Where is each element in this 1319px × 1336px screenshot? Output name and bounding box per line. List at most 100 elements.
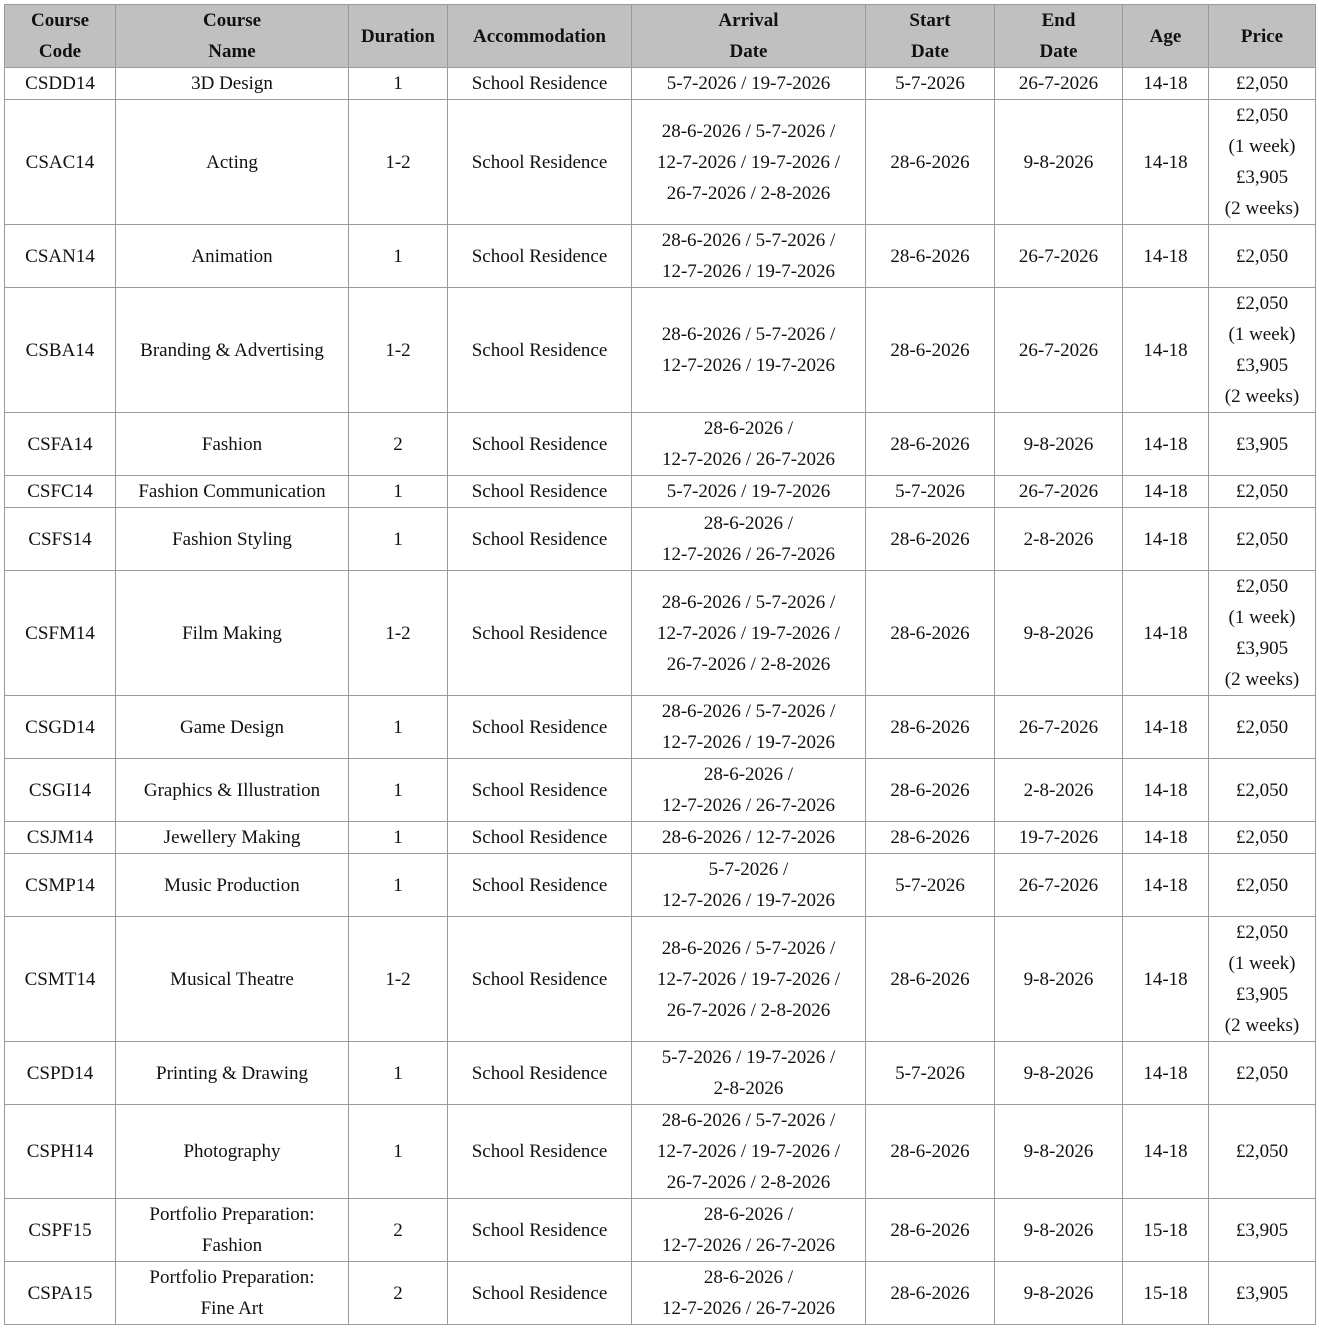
cell-line: 28-6-2026 / 5-7-2026 / (661, 120, 836, 142)
cell-start-date: 5-7-2026 (865, 1041, 995, 1105)
cell-line: 28-6-2026 / 5-7-2026 / (661, 230, 836, 251)
header-start-date: Start Date (865, 4, 995, 68)
header-text: Date (1039, 41, 1078, 62)
cell-line: 5-7-2026 / 19-7-2026 / (661, 1047, 836, 1068)
cell-arrival-date: 28-6-2026 / 5-7-2026 / 12-7-2026 / 19-7-2… (631, 695, 866, 759)
cell-duration: 1 (348, 475, 448, 508)
cell-end-date: 19-7-2026 (994, 821, 1123, 854)
table-row: CSAN14 Animation 1 School Residence 28-6-202… (4, 224, 1316, 288)
cell-line: £2,050 (1235, 874, 1289, 896)
cell-course-code: CSPH14 (4, 1104, 116, 1199)
cell-line: £3,905 (1235, 167, 1289, 188)
cell-price: £2,050 (1208, 1104, 1316, 1199)
cell-price: £2,050 (1208, 67, 1316, 100)
cell-price: £2,050 (1 week) £3,905 (2 weeks) (1208, 570, 1316, 696)
cell-course-name: Film Making (115, 570, 349, 696)
cell-end-date: 2-8-2026 (994, 758, 1123, 822)
cell-start-date: 28-6-2026 (865, 224, 995, 288)
cell-line: £2,050 (1235, 922, 1289, 943)
cell-start-date: 28-6-2026 (865, 287, 995, 413)
cell-course-name: Portfolio Preparation: Fine Art (115, 1261, 349, 1325)
table-row: CSPA15 Portfolio Preparation: Fine Art 2 Sch… (4, 1261, 1316, 1325)
cell-duration: 1-2 (348, 570, 448, 696)
cell-line: 12-7-2026 / 19-7-2026 / (656, 622, 841, 644)
cell-accommodation: School Residence (447, 758, 632, 822)
cell-line: (2 weeks) (1224, 669, 1300, 690)
table-row: CSAC14 Acting 1-2 School Residence 28-6-2026… (4, 99, 1316, 225)
cell-line: Portfolio Preparation: (149, 1204, 315, 1225)
cell-line: Game Design (180, 716, 284, 738)
cell-line: Musical Theatre (170, 968, 294, 990)
cell-accommodation: School Residence (447, 67, 632, 100)
header-text: Date (729, 41, 768, 62)
cell-line: (2 weeks) (1224, 386, 1300, 407)
cell-start-date: 28-6-2026 (865, 507, 995, 571)
cell-line: £2,050 (1235, 481, 1289, 502)
cell-course-code: CSPD14 (4, 1041, 116, 1105)
cell-line: Film Making (182, 622, 282, 644)
cell-accommodation: School Residence (447, 1041, 632, 1105)
cell-course-name: Printing & Drawing (115, 1041, 349, 1105)
cell-duration: 2 (348, 1198, 448, 1262)
cell-course-code: CSFS14 (4, 507, 116, 571)
cell-end-date: 9-8-2026 (994, 1041, 1123, 1105)
cell-duration: 1 (348, 224, 448, 288)
table-row: CSFS14 Fashion Styling 1 School Residence 28… (4, 507, 1316, 571)
cell-line: Fashion (201, 1235, 263, 1256)
cell-line: 28-6-2026 / 12-7-2026 (661, 827, 836, 848)
cell-age: 14-18 (1122, 821, 1209, 854)
cell-end-date: 26-7-2026 (994, 853, 1123, 917)
header-duration: Duration (348, 4, 448, 68)
cell-end-date: 9-8-2026 (994, 412, 1123, 476)
cell-start-date: 28-6-2026 (865, 1261, 995, 1325)
cell-end-date: 9-8-2026 (994, 1104, 1123, 1199)
cell-start-date: 28-6-2026 (865, 99, 995, 225)
cell-line: 2-8-2026 (713, 1078, 784, 1099)
cell-line: 5-7-2026 / (708, 859, 789, 880)
cell-line: Fine Art (200, 1298, 264, 1319)
cell-line: Branding & Advertising (140, 339, 324, 361)
table-row: CSPH14 Photography 1 School Residence 28-6-2… (4, 1104, 1316, 1199)
cell-age: 14-18 (1122, 412, 1209, 476)
cell-age: 14-18 (1122, 853, 1209, 917)
cell-accommodation: School Residence (447, 853, 632, 917)
cell-line: Fashion Communication (138, 481, 326, 502)
table-row: CSFA14 Fashion 2 School Residence 28-6-2026 … (4, 412, 1316, 476)
cell-line: 12-7-2026 / 19-7-2026 (661, 890, 836, 911)
table-row: CSJM14 Jewellery Making 1 School Residence 2… (4, 821, 1316, 854)
cell-line: 28-6-2026 / (703, 764, 794, 785)
cell-line: 28-6-2026 / (703, 513, 794, 534)
cell-end-date: 9-8-2026 (994, 1198, 1123, 1262)
cell-course-name: Fashion Styling (115, 507, 349, 571)
cell-line: £2,050 (1235, 716, 1289, 738)
cell-course-name: Game Design (115, 695, 349, 759)
cell-accommodation: School Residence (447, 695, 632, 759)
cell-price: £2,050 (1208, 475, 1316, 508)
cell-line: 26-7-2026 / 2-8-2026 (666, 653, 831, 675)
cell-line: (2 weeks) (1224, 1015, 1300, 1036)
cell-duration: 1 (348, 695, 448, 759)
cell-course-name: Fashion Communication (115, 475, 349, 508)
cell-line: Acting (206, 151, 258, 173)
cell-price: £2,050 (1 week) £3,905 (2 weeks) (1208, 916, 1316, 1042)
header-age: Age (1122, 4, 1209, 68)
cell-line: £2,050 (1235, 73, 1289, 94)
cell-line: 12-7-2026 / 19-7-2026 (661, 261, 836, 282)
cell-arrival-date: 28-6-2026 / 5-7-2026 / 12-7-2026 / 19-7-2… (631, 916, 866, 1042)
cell-line: 12-7-2026 / 19-7-2026 (661, 732, 836, 753)
cell-line: 26-7-2026 / 2-8-2026 (666, 999, 831, 1021)
table-row: CSFM14 Film Making 1-2 School Residence 28-6… (4, 570, 1316, 696)
cell-price: £2,050 (1208, 507, 1316, 571)
cell-course-code: CSFA14 (4, 412, 116, 476)
cell-line: 12-7-2026 / 19-7-2026 (661, 355, 836, 376)
table-row: CSGD14 Game Design 1 School Residence 28-6-2… (4, 695, 1316, 759)
cell-line: £3,905 (1235, 1219, 1289, 1241)
cell-age: 14-18 (1122, 67, 1209, 100)
header-course-name: Course Name (115, 4, 349, 68)
header-text: Course (30, 10, 90, 31)
cell-course-code: CSMP14 (4, 853, 116, 917)
cell-line: (1 week) (1228, 324, 1296, 345)
cell-line: 28-6-2026 / 5-7-2026 / (661, 591, 836, 613)
cell-start-date: 28-6-2026 (865, 1104, 995, 1199)
cell-line: 26-7-2026 / 2-8-2026 (666, 182, 831, 204)
